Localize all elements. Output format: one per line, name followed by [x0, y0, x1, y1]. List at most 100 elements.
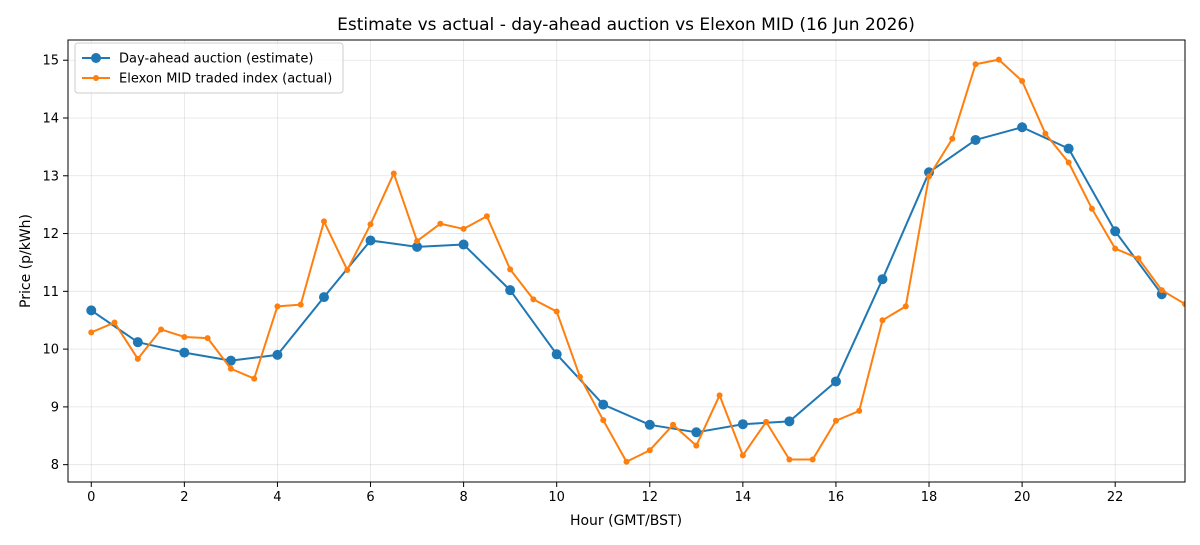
data-point	[1063, 143, 1074, 154]
data-point	[1112, 245, 1119, 252]
data-point	[179, 347, 190, 358]
series-0	[86, 122, 1167, 438]
data-point	[344, 266, 351, 273]
data-point	[1135, 255, 1142, 262]
data-point	[1088, 205, 1095, 212]
data-point	[272, 349, 283, 360]
data-point	[716, 392, 723, 399]
y-tick-label: 14	[42, 112, 59, 127]
data-point	[691, 427, 702, 438]
data-point	[225, 355, 236, 366]
data-point	[297, 301, 304, 308]
y-tick-label: 12	[42, 227, 59, 242]
data-point	[1042, 130, 1049, 137]
series-line	[90, 126, 1163, 434]
y-tick-label: 11	[42, 285, 59, 300]
data-point	[365, 235, 376, 246]
x-axis-label: Hour (GMT/BST)	[570, 513, 682, 529]
data-point	[1110, 226, 1121, 237]
y-tick-label: 13	[42, 169, 59, 184]
data-point	[949, 135, 956, 142]
x-tick-label: 4	[273, 490, 281, 505]
data-point	[646, 447, 653, 454]
data-point	[693, 442, 700, 449]
data-point	[832, 417, 839, 424]
legend-frame	[74, 42, 344, 94]
data-point	[856, 407, 863, 414]
data-point	[390, 170, 397, 177]
legend-entry-actual: Elexon MID traded index (actual)	[82, 72, 332, 87]
data-point	[995, 56, 1002, 63]
y-tick-label: 9	[51, 400, 59, 415]
x-tick-label: 2	[180, 490, 188, 505]
legend-label: Day-ahead auction (estimate)	[119, 52, 313, 67]
y-axis-label: Price (p/kWh)	[18, 214, 34, 308]
data-point	[1017, 122, 1028, 133]
data-point	[437, 220, 444, 227]
data-point	[809, 456, 816, 463]
data-point	[763, 418, 770, 425]
y-tick-label: 15	[42, 54, 59, 69]
data-point	[86, 305, 97, 316]
data-point	[623, 458, 630, 465]
data-point	[132, 337, 143, 348]
data-point	[505, 285, 516, 296]
data-point	[1019, 78, 1026, 85]
plot-frame	[67, 39, 1186, 483]
data-point	[970, 134, 981, 145]
data-point	[786, 456, 793, 463]
legend-label: Elexon MID traded index (actual)	[119, 72, 332, 87]
data-point	[460, 225, 467, 232]
data-point	[530, 296, 537, 303]
data-point	[251, 375, 258, 382]
data-point	[926, 173, 933, 180]
data-point	[830, 376, 841, 387]
data-point	[879, 317, 886, 324]
x-tick-label: 20	[1014, 490, 1031, 505]
data-point	[414, 238, 421, 245]
legend: Day-ahead auction (estimate) Elexon MID …	[74, 42, 344, 94]
y-tick-label: 10	[42, 343, 59, 358]
data-point	[739, 452, 746, 459]
legend-swatch-marker	[93, 75, 99, 81]
legend-swatch-marker	[91, 53, 101, 63]
data-point	[367, 221, 374, 228]
data-point	[88, 329, 95, 336]
data-point	[598, 399, 609, 410]
data-point	[877, 274, 888, 285]
data-point	[158, 326, 165, 333]
data-point	[1182, 301, 1185, 308]
data-point	[227, 365, 234, 372]
x-tick-label: 16	[828, 490, 845, 505]
data-point	[412, 241, 423, 252]
data-point	[600, 417, 607, 424]
x-tick-label: 18	[921, 490, 938, 505]
series-layer	[86, 56, 1185, 465]
data-point	[111, 319, 118, 326]
series-line	[90, 58, 1185, 463]
x-tick-label: 8	[459, 490, 467, 505]
data-point	[551, 349, 562, 360]
data-point	[670, 421, 677, 428]
data-point	[784, 416, 795, 427]
data-point	[553, 308, 560, 315]
data-point	[902, 303, 909, 310]
data-point	[458, 239, 469, 250]
series-1	[88, 56, 1185, 465]
x-tick-label: 14	[735, 490, 752, 505]
data-point	[1065, 159, 1072, 166]
data-point	[483, 213, 490, 220]
data-point	[972, 61, 979, 68]
x-tick-label: 6	[366, 490, 374, 505]
data-point	[318, 292, 329, 303]
data-point	[274, 303, 281, 310]
x-tick-label: 0	[87, 490, 95, 505]
data-point	[737, 419, 748, 430]
legend-entry-estimate: Day-ahead auction (estimate)	[82, 52, 313, 67]
chart-title: Estimate vs actual - day-ahead auction v…	[337, 15, 915, 35]
data-point	[1158, 287, 1165, 294]
data-point	[320, 218, 327, 225]
data-point	[134, 355, 141, 362]
axis-ticks: 0 2 4 6 8 10 12 14 16 18 20 22 8 9 10 11 12 13 14 15	[42, 54, 1123, 505]
